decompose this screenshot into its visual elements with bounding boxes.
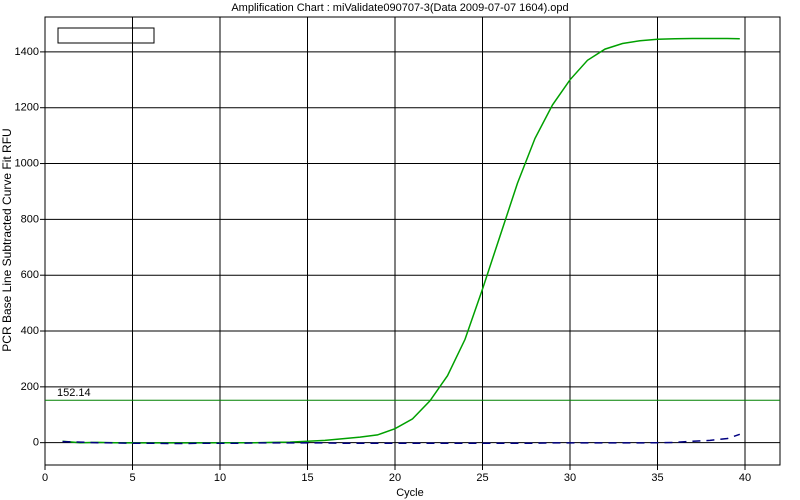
x-tick-label: 40 [739, 472, 751, 484]
x-axis-label: Cycle [396, 487, 424, 499]
series-line [62, 433, 741, 445]
y-tick-label: 0 [33, 437, 39, 449]
y-tick-label: 1200 [15, 102, 39, 114]
x-tick-label: 30 [564, 472, 576, 484]
x-tick-label: 10 [214, 472, 226, 484]
chart-title: Amplification Chart : miValidate090707-3… [231, 2, 568, 14]
y-tick-label: 400 [21, 325, 39, 337]
y-tick-label: 1400 [15, 46, 39, 58]
y-tick-label: 600 [21, 269, 39, 281]
y-tick-label: 200 [21, 381, 39, 393]
x-tick-label: 25 [476, 472, 488, 484]
legend-box [57, 27, 155, 44]
y-tick-label: 800 [21, 213, 39, 225]
y-tick-label: 1000 [15, 157, 39, 169]
y-axis-label: PCR Base Line Subtracted Curve Fit RFU [0, 128, 14, 351]
x-tick-label: 35 [651, 472, 663, 484]
threshold-label: 152.14 [57, 387, 91, 399]
x-tick-label: 20 [389, 472, 401, 484]
x-tick-label: 15 [301, 472, 313, 484]
x-tick-label: 0 [42, 472, 48, 484]
x-tick-label: 5 [129, 472, 135, 484]
